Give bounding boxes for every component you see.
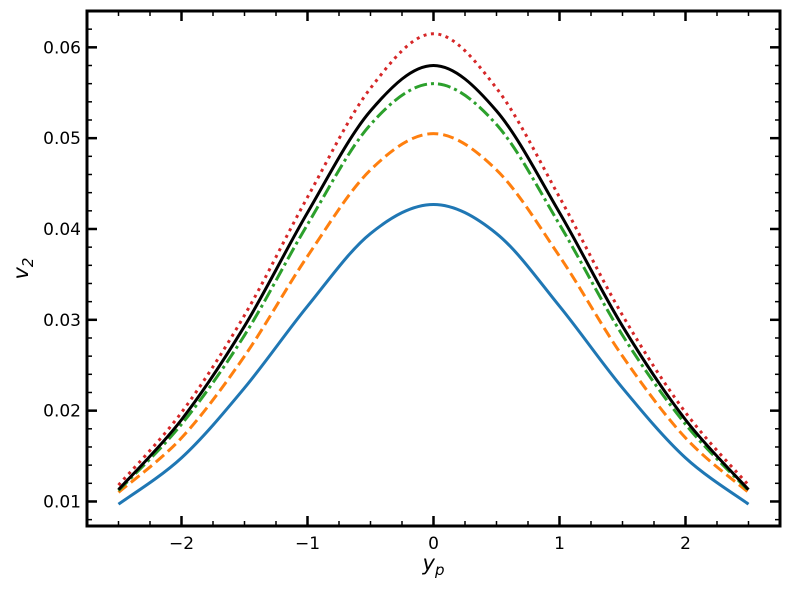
series-line-5 [117, 32, 750, 487]
x-tick-label: 1 [554, 534, 565, 554]
y-tick-label: 0.06 [43, 38, 81, 58]
y-axis-label-subscript: 2 [19, 258, 37, 268]
y-tick-label: 0.02 [43, 402, 81, 422]
x-tick-label: −1 [295, 534, 320, 554]
y-axis-label-main: v [9, 266, 33, 279]
y-tick-label: 0.05 [43, 129, 81, 149]
series-line-1 [117, 202, 750, 506]
x-tick-label: 2 [680, 534, 691, 554]
tick-layer: −2 −1 0 1 2 0.01 0.02 0.03 0.04 0.05 0.06 [43, 10, 781, 554]
series-line-2 [117, 132, 750, 494]
series-line-4 [117, 64, 750, 491]
y-tick-label: 0.01 [43, 492, 81, 512]
y-axis-label: v2 [9, 258, 37, 280]
x-axis-label: yp [422, 551, 445, 579]
y-tick-label: 0.03 [43, 311, 81, 331]
series-layer [117, 32, 750, 506]
x-tick-label: −2 [169, 534, 194, 554]
series-line-3 [117, 82, 750, 492]
x-tick-label: 0 [428, 534, 439, 554]
x-axis-label-subscript: p [434, 561, 445, 579]
y-tick-label: 0.04 [43, 220, 81, 240]
x-axis-label-main: y [422, 551, 436, 575]
plot-frame [85, 9, 782, 528]
